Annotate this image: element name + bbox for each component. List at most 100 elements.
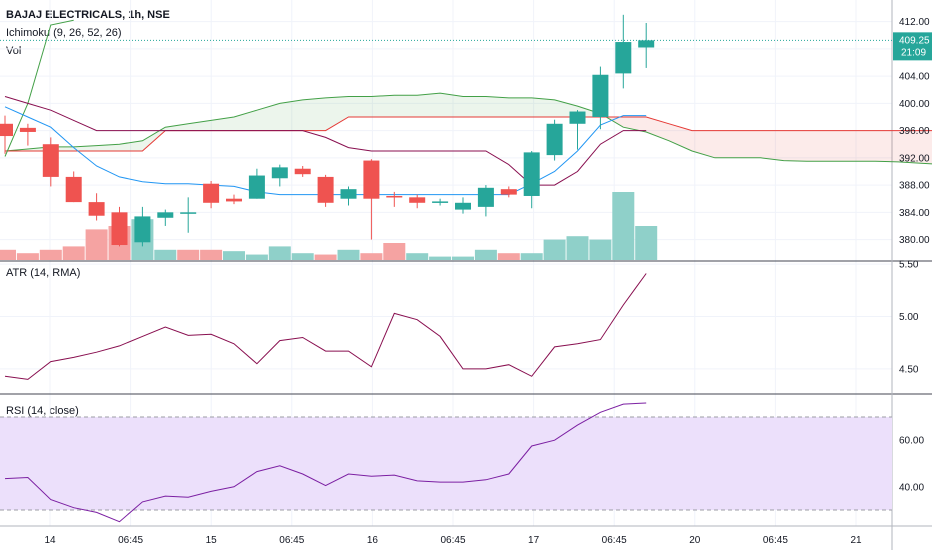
candle-body bbox=[157, 212, 174, 218]
candle-body bbox=[317, 176, 334, 203]
atr-line bbox=[4, 273, 647, 380]
candle-body bbox=[0, 123, 13, 137]
cloud-segment bbox=[417, 93, 441, 117]
candle-body bbox=[638, 40, 655, 48]
price-axis-label: 400.00 bbox=[899, 99, 930, 110]
time-axis-label: 06:45 bbox=[440, 535, 465, 546]
cloud-segment bbox=[921, 130, 932, 164]
volume-bar bbox=[429, 256, 452, 260]
volume-bar bbox=[543, 239, 566, 260]
price-badge bbox=[893, 32, 932, 61]
time-axis-label: 20 bbox=[689, 535, 701, 546]
cloud-segment bbox=[440, 93, 463, 117]
cloud-segment bbox=[394, 95, 418, 117]
candle-body bbox=[386, 195, 403, 198]
volume-bar bbox=[612, 192, 635, 260]
volume-bar bbox=[566, 236, 589, 260]
cloud-segment bbox=[256, 103, 280, 131]
volume-bar bbox=[635, 226, 658, 260]
cloud-segment bbox=[485, 96, 509, 117]
volume-bar bbox=[200, 249, 223, 260]
candle-body bbox=[248, 175, 265, 199]
cloud-segment bbox=[669, 123, 692, 152]
chart-title: BAJAJ ELECTRICALS, 1h, NSE bbox=[6, 9, 170, 21]
volume-bar bbox=[291, 253, 314, 260]
candle-body bbox=[546, 123, 563, 156]
price-axis-label: 388.00 bbox=[899, 181, 930, 192]
cloud-segment bbox=[829, 130, 853, 162]
candle-body bbox=[363, 160, 380, 199]
ichimoku-legend[interactable]: Ichimoku (9, 26, 52, 26) bbox=[6, 27, 122, 39]
rsi-line bbox=[4, 402, 647, 523]
candle-body bbox=[180, 212, 197, 214]
candle-body bbox=[340, 189, 357, 199]
volume-bar bbox=[85, 229, 108, 260]
time-axis-label: 14 bbox=[44, 535, 56, 546]
senkou-span-a-line bbox=[4, 92, 932, 165]
price-axis-label: 396.00 bbox=[899, 126, 930, 137]
cloud-segment bbox=[371, 95, 395, 117]
candle-body bbox=[88, 202, 105, 216]
time-axis-label: 15 bbox=[206, 535, 218, 546]
time-axis-label: 06:45 bbox=[763, 535, 788, 546]
volume-bar bbox=[589, 239, 612, 260]
price-axis-label: 412.00 bbox=[899, 17, 930, 28]
time-axis-label: 16 bbox=[367, 535, 379, 546]
cloud-segment bbox=[508, 97, 532, 117]
candle-body bbox=[226, 198, 242, 202]
candle-body bbox=[569, 111, 586, 124]
candle-body bbox=[409, 197, 426, 203]
cloud-segment bbox=[325, 96, 349, 131]
candle-body bbox=[615, 42, 632, 74]
price-axis-label: 404.00 bbox=[899, 72, 930, 83]
cloud-segment bbox=[96, 144, 120, 152]
candle-body bbox=[42, 144, 59, 177]
cloud-segment bbox=[646, 116, 670, 141]
cloud-segment bbox=[211, 116, 234, 131]
cloud-segment bbox=[875, 130, 899, 162]
price-badge-countdown: 21:09 bbox=[901, 47, 926, 58]
volume-bar bbox=[360, 253, 383, 260]
candle-body bbox=[134, 216, 151, 243]
cloud-segment bbox=[279, 99, 303, 131]
volume-bar bbox=[223, 251, 245, 260]
rsi-axis-label: 40.00 bbox=[899, 482, 924, 493]
volume-bar bbox=[406, 253, 429, 260]
volume-bar bbox=[177, 249, 200, 260]
cloud-segment bbox=[142, 127, 166, 152]
volume-bar bbox=[16, 253, 39, 260]
cloud-segment bbox=[760, 130, 784, 161]
volume-bar bbox=[474, 249, 497, 260]
volume-bar bbox=[0, 249, 16, 260]
volume-bar bbox=[452, 256, 474, 260]
cloud-segment bbox=[692, 130, 715, 158]
cloud-segment bbox=[898, 130, 921, 164]
cloud-segment bbox=[531, 97, 555, 117]
time-axis-label: 21 bbox=[850, 535, 862, 546]
cloud-segment bbox=[348, 96, 372, 117]
volume-legend[interactable]: Vol bbox=[6, 45, 22, 57]
cloud-segment bbox=[783, 130, 807, 162]
rsi-legend[interactable]: RSI (14, close) bbox=[6, 405, 79, 417]
atr-axis-label: 4.50 bbox=[899, 364, 919, 375]
candle-body bbox=[592, 74, 609, 117]
volume-bar bbox=[245, 254, 268, 260]
candle-body bbox=[65, 176, 82, 203]
cloud-segment bbox=[737, 130, 761, 158]
volume-bar bbox=[62, 246, 85, 260]
candle-body bbox=[19, 127, 36, 132]
volume-bar bbox=[337, 249, 360, 260]
cloud-segment bbox=[165, 123, 189, 131]
candle-body bbox=[500, 189, 517, 195]
time-axis-label: 06:45 bbox=[602, 535, 627, 546]
price-axis-label: 380.00 bbox=[899, 235, 930, 246]
candle-body bbox=[477, 187, 494, 207]
cloud-segment bbox=[852, 130, 876, 162]
rsi-band bbox=[0, 416, 892, 511]
volume-bar bbox=[383, 243, 406, 260]
candle-body bbox=[203, 183, 220, 203]
price-axis-label: 392.00 bbox=[899, 153, 930, 164]
candle-body bbox=[111, 212, 128, 246]
atr-legend[interactable]: ATR (14, RMA) bbox=[6, 267, 81, 279]
